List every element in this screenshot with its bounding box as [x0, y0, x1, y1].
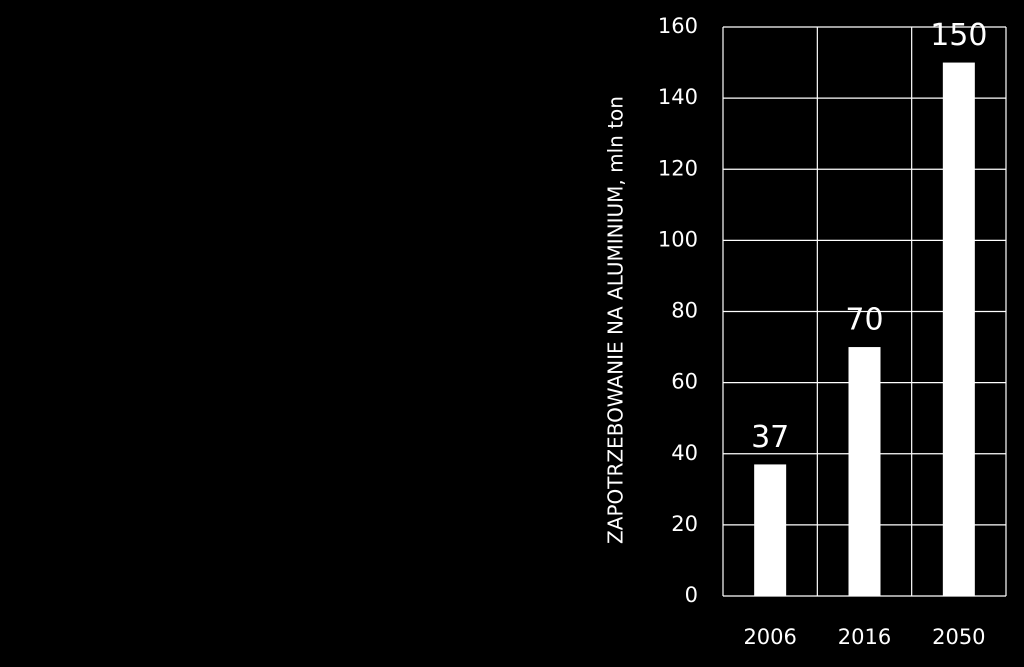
- bar: [754, 464, 787, 596]
- y-tick-label: 40: [671, 441, 698, 465]
- data-label: 37: [751, 420, 789, 455]
- bar: [848, 347, 881, 596]
- x-tick-label: 2016: [838, 625, 891, 649]
- y-tick-label: 120: [658, 156, 698, 180]
- y-tick-label: 140: [658, 85, 698, 109]
- bar: [942, 62, 975, 596]
- y-tick-label: 60: [671, 370, 698, 394]
- y-tick-label: 80: [671, 299, 698, 323]
- y-axis-label: ZAPOTRZEBOWANIE NA ALUMINIUM, mln ton: [604, 96, 628, 544]
- y-tick-label: 100: [658, 227, 698, 251]
- y-tick-label: 160: [658, 14, 698, 38]
- y-tick-label: 20: [671, 512, 698, 536]
- x-tick-label: 2050: [932, 625, 985, 649]
- y-tick-label: 0: [685, 583, 698, 607]
- data-label: 150: [930, 18, 987, 53]
- data-label: 70: [845, 303, 883, 338]
- x-tick-label: 2006: [743, 625, 796, 649]
